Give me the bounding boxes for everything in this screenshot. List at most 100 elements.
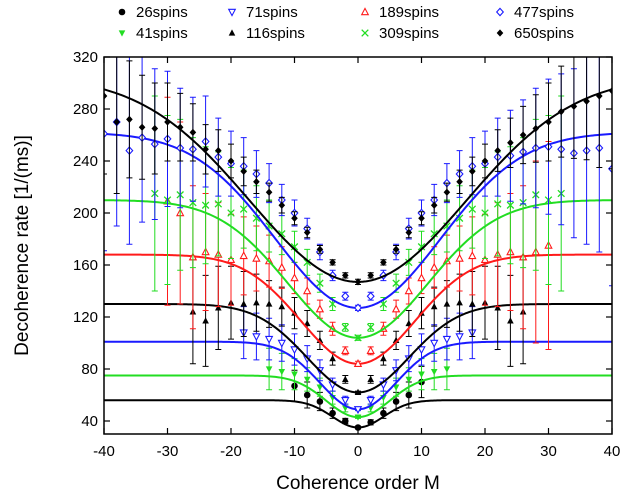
data-point-650spins xyxy=(329,258,336,267)
data-point-650spins xyxy=(176,123,184,131)
data-point-71spins xyxy=(366,397,375,406)
legend-item-650spins: 650spins xyxy=(496,25,574,42)
data-point-41spins xyxy=(443,366,451,373)
legend-marker-116spins xyxy=(228,29,236,36)
data-point-189spins xyxy=(252,253,261,262)
y-tick-label: 280 xyxy=(73,101,98,118)
data-point-26spins xyxy=(316,398,324,405)
data-point-26spins xyxy=(342,417,349,425)
data-point-189spins xyxy=(341,345,350,354)
legend-label-26spins: 26spins xyxy=(136,4,188,21)
data-point-650spins xyxy=(583,97,590,105)
data-point-116spins xyxy=(329,354,336,362)
data-point-650spins xyxy=(405,228,413,237)
legend-label-477spins: 477spins xyxy=(514,4,574,21)
data-point-650spins xyxy=(418,214,425,222)
data-point-309spins xyxy=(481,209,489,217)
data-point-477spins xyxy=(341,291,350,301)
data-point-41spins xyxy=(265,366,273,373)
data-point-650spins xyxy=(430,201,438,209)
x-tick-label: -40 xyxy=(93,443,115,460)
data-point-650spins xyxy=(507,139,514,147)
data-point-477spins xyxy=(353,303,363,313)
data-point-650spins xyxy=(227,157,235,165)
data-point-309spins xyxy=(341,323,350,332)
data-point-189spins xyxy=(391,304,401,313)
x-tick-label: 0 xyxy=(354,443,362,460)
y-tick-label: 160 xyxy=(73,257,98,274)
data-point-116spins xyxy=(430,302,438,310)
data-point-650spins xyxy=(392,245,400,254)
x-axis: -40 -30 -20 -10 0 10 20 30 40 xyxy=(93,57,620,460)
data-point-41spins xyxy=(392,384,400,391)
data-point-116spins xyxy=(253,299,260,306)
data-point-650spins xyxy=(202,145,209,153)
x-axis-title: Coherence order M xyxy=(276,473,440,494)
data-point-116spins xyxy=(380,354,387,362)
data-point-650spins xyxy=(532,124,540,133)
y-tick-label: 80 xyxy=(81,361,98,378)
error-bar-650spins xyxy=(104,57,107,175)
data-point-116spins xyxy=(215,304,222,311)
legend: 26spins 71spins 189spins 477spins 41spins 116… xyxy=(118,4,574,42)
y-tick-label: 240 xyxy=(73,153,98,170)
data-point-41spins xyxy=(303,376,311,384)
data-point-650spins xyxy=(596,92,603,100)
data-point-309spins xyxy=(506,201,515,209)
x-tick-label: -30 xyxy=(157,443,179,460)
data-point-309spins xyxy=(189,198,197,207)
data-point-650spins xyxy=(253,178,260,186)
data-point-189spins xyxy=(239,251,248,260)
data-point-650spins xyxy=(316,245,324,254)
legend-item-116spins: 116spins xyxy=(228,25,305,42)
legend-item-477spins: 477spins xyxy=(495,4,574,21)
data-point-189spins xyxy=(315,304,325,313)
data-point-309spins xyxy=(392,279,400,287)
data-point-116spins xyxy=(202,317,209,324)
data-point-650spins xyxy=(557,107,565,116)
legend-item-189spins: 189spins xyxy=(360,4,439,21)
data-point-650spins xyxy=(104,92,108,100)
data-point-26spins xyxy=(367,419,375,426)
data-point-41spins xyxy=(354,414,362,421)
x-tick-label: -10 xyxy=(284,443,306,460)
y-axis-title: Decoherence rate [1/(ms)] xyxy=(12,135,33,356)
data-point-650spins xyxy=(519,131,527,139)
data-point-309spins xyxy=(430,230,438,238)
data-point-116spins xyxy=(456,299,463,306)
data-point-71spins xyxy=(341,397,350,406)
data-point-189spins xyxy=(353,358,363,367)
data-point-71spins xyxy=(290,346,299,355)
data-point-309spins xyxy=(227,209,235,217)
data-point-309spins xyxy=(278,230,286,238)
data-point-41spins xyxy=(278,368,286,376)
legend-item-26spins: 26spins xyxy=(118,4,188,21)
data-point-189spins xyxy=(404,286,414,295)
data-point-650spins xyxy=(151,124,159,133)
data-point-189spins xyxy=(455,253,464,262)
data-point-116spins xyxy=(240,300,247,307)
data-point-189spins xyxy=(417,273,426,282)
error-bar-477spins xyxy=(104,57,107,252)
data-point-309spins xyxy=(493,200,502,208)
data-point-650spins xyxy=(240,167,247,176)
legend-label-41spins: 41spins xyxy=(136,25,188,42)
data-point-71spins xyxy=(353,406,363,415)
data-point-650spins xyxy=(291,214,298,222)
data-point-309spins xyxy=(201,201,210,209)
data-point-650spins xyxy=(113,118,120,126)
data-point-650spins xyxy=(494,146,501,155)
data-point-477spins xyxy=(104,129,109,139)
error-bar-477spins xyxy=(609,57,612,287)
legend-label-309spins: 309spins xyxy=(379,25,439,42)
data-point-116spins xyxy=(405,319,413,327)
legend-label-189spins: 189spins xyxy=(379,4,439,21)
data-point-650spins xyxy=(545,118,552,126)
data-point-71spins xyxy=(442,335,452,344)
data-point-116spins xyxy=(494,304,501,311)
x-tick-label: -20 xyxy=(220,443,242,460)
data-point-41spins xyxy=(405,376,413,384)
data-point-189spins xyxy=(290,273,299,282)
data-point-189spins xyxy=(226,254,236,263)
legend-item-41spins: 41spins xyxy=(118,25,188,42)
